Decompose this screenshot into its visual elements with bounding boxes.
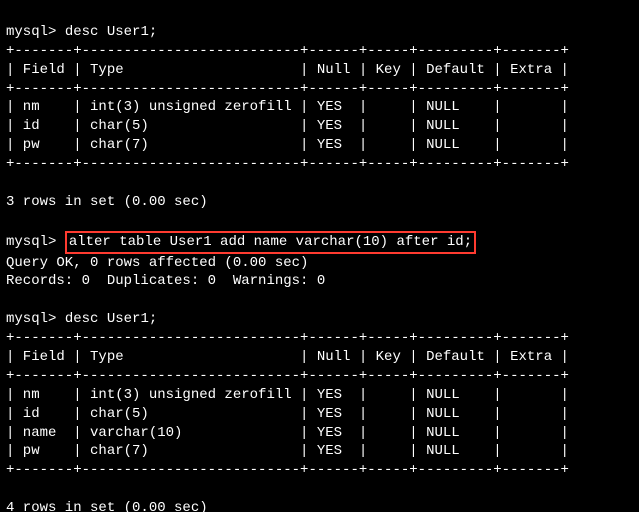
alter-result-2: Records: 0 Duplicates: 0 Warnings: 0 <box>6 273 325 289</box>
command-desc2: desc User1; <box>65 311 157 327</box>
table1-row-0: | nm | int(3) unsigned zerofill | YES | … <box>6 99 569 115</box>
table1-row-1: | id | char(5) | YES | | NULL | | <box>6 118 569 134</box>
result1: 3 rows in set (0.00 sec) <box>6 194 208 210</box>
table2-sep-mid1: +-------+--------------------------+----… <box>6 368 569 384</box>
prompt: mysql> <box>6 24 56 40</box>
table2-row-2: | name | varchar(10) | YES | | NULL | | <box>6 425 569 441</box>
prompt: mysql> <box>6 234 56 250</box>
result2: 4 rows in set (0.00 sec) <box>6 500 208 512</box>
table1-sep-top: +-------+--------------------------+----… <box>6 43 569 59</box>
table2-sep-top: +-------+--------------------------+----… <box>6 330 569 346</box>
table2-row-3: | pw | char(7) | YES | | NULL | | <box>6 443 569 459</box>
prompt: mysql> <box>6 311 56 327</box>
table2-header: | Field | Type | Null | Key | Default | … <box>6 349 569 365</box>
table1-sep-bot: +-------+--------------------------+----… <box>6 156 569 172</box>
alter-result-1: Query OK, 0 rows affected (0.00 sec) <box>6 255 308 271</box>
highlighted-command: alter table User1 add name varchar(10) a… <box>65 231 476 254</box>
table1-header: | Field | Type | Null | Key | Default | … <box>6 62 569 78</box>
table1-sep-mid1: +-------+--------------------------+----… <box>6 81 569 97</box>
table2-row-0: | nm | int(3) unsigned zerofill | YES | … <box>6 387 569 403</box>
terminal-output: mysql> desc User1; +-------+------------… <box>0 0 639 512</box>
table2-sep-bot: +-------+--------------------------+----… <box>6 462 569 478</box>
table1-row-2: | pw | char(7) | YES | | NULL | | <box>6 137 569 153</box>
table2-row-1: | id | char(5) | YES | | NULL | | <box>6 406 569 422</box>
command-desc1: desc User1; <box>65 24 157 40</box>
